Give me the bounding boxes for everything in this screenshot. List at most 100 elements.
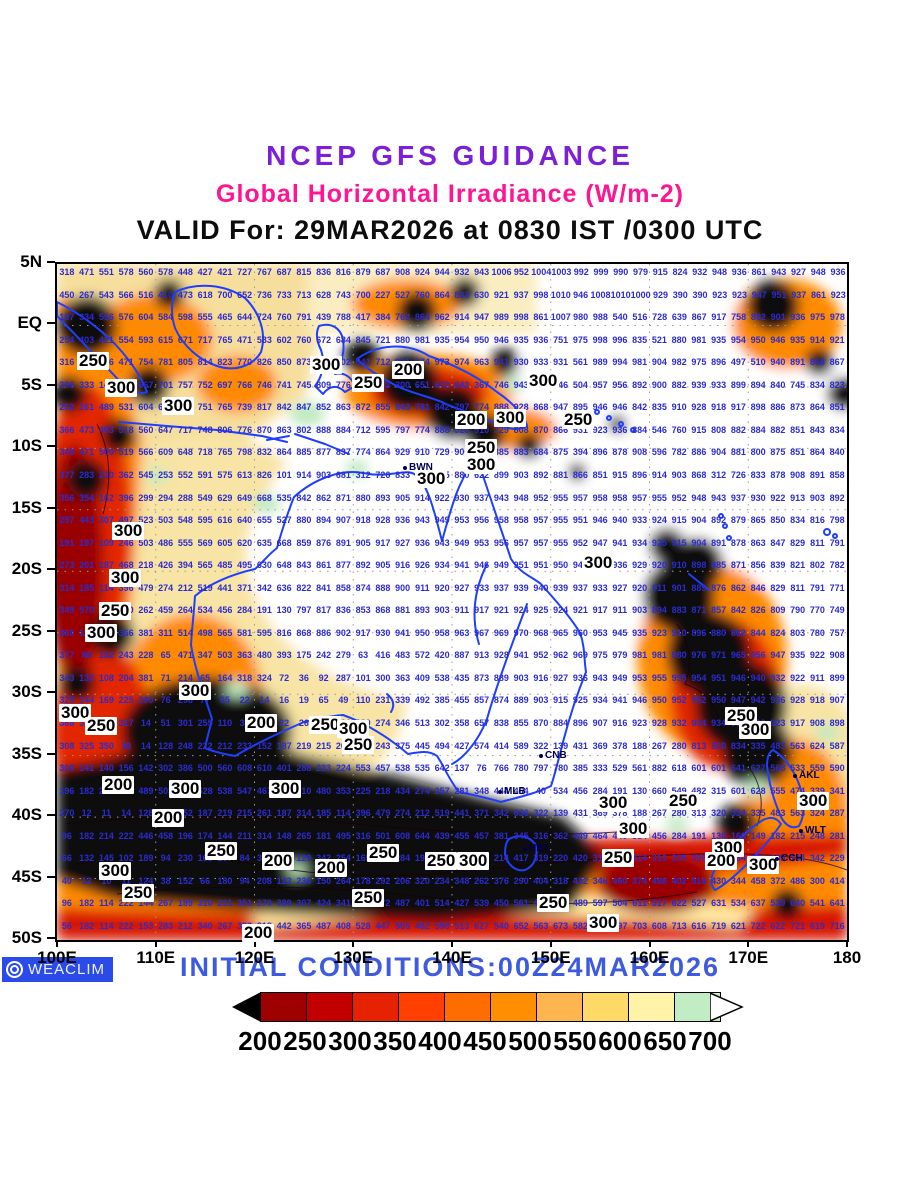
station-label-mlb: MLB — [498, 786, 526, 797]
contour-label: 300 — [617, 819, 650, 838]
contour-label: 200 — [705, 851, 738, 870]
map-plot-area: 318 471 551 578 560 578 448 427 421 727 767 687 815 8… — [55, 262, 849, 942]
contour-label: 250 — [562, 410, 595, 429]
contour-label: 300 — [597, 793, 630, 812]
contour-label: 250 — [667, 791, 700, 810]
grid-values-row: 318 471 551 578 560 578 448 427 421 727 767 687 815 8… — [59, 267, 846, 277]
lat-axis-label: 10S — [11, 436, 42, 456]
lat-axis-label: 5N — [20, 252, 42, 271]
contour-label: 250 — [99, 601, 132, 620]
contour-label: 200 — [392, 360, 425, 379]
contour-label: 250 — [352, 373, 385, 392]
lat-axis-label: 35S — [11, 743, 42, 763]
grid-values-row: 450 267 543 566 516 410 473 618 700 652 736 733 713 6… — [59, 289, 846, 300]
grid-values-row: 273 201 187 468 218 426 394 565 485 495 630 648 843 8… — [59, 560, 845, 571]
lat-axis-label: 20S — [11, 559, 42, 579]
colorbar-tick-label: 350 — [373, 1026, 417, 1056]
lat-axis-label: EQ — [17, 313, 42, 333]
contour-label: 300 — [109, 568, 142, 587]
lat-tick — [47, 875, 55, 878]
contour-label: 300 — [587, 913, 620, 932]
contour-label: 300 — [169, 779, 202, 798]
lat-tick — [47, 936, 55, 939]
lon-tick — [56, 940, 58, 947]
colorbar-tick-label: 500 — [508, 1026, 552, 1056]
contour-label: 250 — [425, 851, 458, 870]
page-title: NCEP GFS GUIDANCE — [266, 140, 634, 171]
colorbar-tick-label: 550 — [553, 1026, 597, 1056]
grid-values-row: 377 283 210 362 545 253 552 591 575 613 826 101 914 9… — [59, 469, 845, 480]
grid-values-row: 2963331455246677017577526977667467417458… — [59, 379, 845, 390]
lat-tick — [47, 445, 55, 448]
lon-axis-label: 160E — [629, 948, 670, 967]
contour-label: 200 — [242, 923, 275, 942]
lat-axis-label: 25S — [11, 620, 42, 640]
lon-axis-label: 100E — [37, 948, 77, 967]
colorbar-segment — [536, 992, 582, 1022]
lat-axis-label: 45S — [11, 866, 42, 886]
colorbar-tick-label: 700 — [688, 1026, 732, 1056]
grid-values-row: 297 443 307 497 523 503 548 595 616 640 655 527 880 8… — [59, 515, 845, 526]
lon-axis-label: 120E — [234, 948, 275, 967]
contour-label: 300 — [797, 791, 830, 810]
valid-time-line: VALID For: 29MAR2026 at 0830 IST /0300 U… — [136, 215, 764, 245]
lat-tick — [47, 383, 55, 386]
lat-tick — [47, 261, 55, 263]
lon-axis-label: 150E — [530, 948, 571, 967]
lat-axis-label: 40S — [11, 805, 42, 825]
lon-axis-label: 130E — [333, 948, 374, 967]
colorbar-segment — [260, 992, 306, 1022]
lat-axis-label: 5S — [21, 374, 42, 394]
contour-label: 300 — [162, 396, 195, 415]
grid-values-row: 191 197 109 246 503 486 555 569 605 620 635 668 859 8… — [59, 537, 845, 548]
grid-values-row: 3495701461702624592645344562841911307978… — [59, 605, 845, 616]
colorbar-tick-label: 650 — [643, 1026, 687, 1056]
contour-label: 250 — [352, 888, 385, 907]
contour-label: 200 — [262, 851, 295, 870]
contour-label: 250 — [602, 848, 635, 867]
lon-tick — [451, 940, 453, 947]
lat-tick — [47, 322, 55, 325]
grid-values-row: 3164803864717547818058148237708268508738… — [59, 357, 845, 368]
contour-label: 250 — [309, 715, 342, 734]
colorbar-segment — [398, 992, 444, 1022]
lon-tick — [352, 940, 355, 947]
weaclim-logo: WEACLIM — [2, 957, 114, 982]
lon-tick — [648, 940, 651, 947]
contour-label: 200 — [315, 858, 348, 877]
contour-label: 250 — [85, 716, 118, 735]
lat-axis-label: 50S — [11, 927, 42, 947]
contour-label: 250 — [465, 438, 498, 457]
grid-values-row: 356 354 162 396 299 294 288 549 629 649 668 535 842 8… — [59, 492, 845, 503]
contour-label: 300 — [415, 469, 448, 488]
colorbar-above-range-arrow — [710, 992, 744, 1022]
contour-label: 300 — [739, 720, 772, 739]
lon-tick — [846, 940, 848, 947]
grid-values-row: 345 471 500 519 566 609 648 718 765 798 832 864 885 8… — [59, 447, 845, 458]
station-label-hbt: HBT — [523, 843, 550, 854]
grid-values-row: 96 182 114 222 144 267 189 310 231 351 270 389 307 42… — [61, 898, 845, 909]
lon-tick — [253, 940, 256, 947]
colorbar-tick-label: 400 — [418, 1026, 462, 1056]
contour-label: 300 — [179, 681, 212, 700]
colorbar-segment — [444, 992, 490, 1022]
lat-tick — [47, 568, 55, 571]
lat-axis-label: 15S — [11, 497, 42, 517]
contour-label: 200 — [102, 775, 135, 794]
station-label-cch: CCH — [775, 853, 803, 864]
contour-label: 300 — [457, 851, 490, 870]
colorbar-segments — [260, 992, 721, 1022]
contour-label: 200 — [152, 808, 185, 827]
lon-tick — [154, 940, 157, 947]
grid-values-row: 343 132 108 204 381 71 214 65 164 318 324 72 36 92 287… — [59, 672, 845, 683]
colorbar-tick-label: 250 — [283, 1026, 327, 1056]
contour-label: 300 — [494, 408, 527, 427]
colorbar-legend: 200 250 300 350 400 450 500 550 600 650 700 — [232, 992, 752, 1062]
contour-label: 300 — [465, 455, 498, 474]
lat-tick — [47, 814, 55, 817]
lat-tick — [47, 506, 55, 509]
contour-label: 300 — [747, 855, 780, 874]
contour-label: 300 — [269, 779, 302, 798]
station-label-akl: AKL — [793, 770, 820, 781]
lon-tick — [549, 940, 552, 947]
